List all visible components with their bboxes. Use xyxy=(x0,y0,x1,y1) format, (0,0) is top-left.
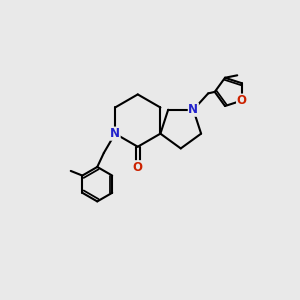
Text: O: O xyxy=(237,94,247,107)
Text: O: O xyxy=(133,161,143,174)
Text: N: N xyxy=(110,127,120,140)
Text: N: N xyxy=(188,103,198,116)
